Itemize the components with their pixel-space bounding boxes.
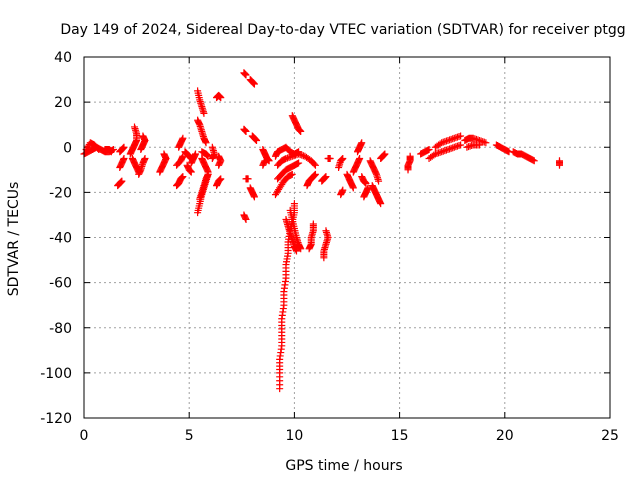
data-point xyxy=(179,173,187,181)
data-point xyxy=(253,136,261,144)
data-point xyxy=(208,143,216,151)
data-point xyxy=(311,161,319,169)
data-point xyxy=(118,177,126,185)
data-point xyxy=(244,175,252,183)
data-point xyxy=(179,134,187,142)
data-point xyxy=(94,144,102,152)
data-point xyxy=(356,155,364,163)
chart-title: Day 149 of 2024, Sidereal Day-to-day VTE… xyxy=(60,22,625,38)
x-tick-label: 20 xyxy=(496,428,514,444)
data-point xyxy=(349,184,357,192)
data-point xyxy=(240,211,248,219)
y-tick-label: 20 xyxy=(54,95,72,111)
data-point xyxy=(215,152,223,160)
x-tick-label: 15 xyxy=(391,428,409,444)
data-point xyxy=(242,71,250,79)
data-point xyxy=(107,148,115,156)
y-tick-label: -100 xyxy=(40,366,72,382)
data-point xyxy=(250,80,258,88)
x-tick-label: 5 xyxy=(185,428,194,444)
data-point xyxy=(482,139,490,147)
data-point xyxy=(187,168,195,176)
y-tick-label: 0 xyxy=(63,140,72,156)
y-tick-label: -80 xyxy=(49,321,72,337)
data-point xyxy=(120,155,128,163)
data-point xyxy=(339,186,347,194)
y-tick-label: -60 xyxy=(49,276,72,292)
x-tick-label: 10 xyxy=(285,428,303,444)
data-point xyxy=(362,179,370,187)
plot-frame xyxy=(83,56,611,419)
y-tick-label: -20 xyxy=(49,185,72,201)
data-point xyxy=(288,170,296,178)
data-point xyxy=(297,245,305,253)
data-point xyxy=(290,200,298,208)
data-point xyxy=(139,132,147,140)
data-point xyxy=(204,168,212,176)
data-point xyxy=(457,132,465,140)
data-point xyxy=(530,157,538,165)
axis-ticks: 0 5 10 15 20 25 -120 -100 -80 -60 -40 -20 0 20 40 xyxy=(40,50,619,444)
data-point xyxy=(261,157,269,165)
data-point xyxy=(320,254,328,262)
data-point xyxy=(297,127,305,135)
data-point xyxy=(358,139,366,147)
x-tick-label: 0 xyxy=(80,428,89,444)
data-point xyxy=(425,146,433,154)
data-point xyxy=(375,177,383,185)
grid-lines xyxy=(84,57,610,418)
data-point xyxy=(242,127,250,135)
data-point xyxy=(339,155,347,163)
data-point xyxy=(377,200,385,208)
data-point xyxy=(406,152,414,160)
y-tick-label: 40 xyxy=(54,50,72,66)
data-point xyxy=(141,155,149,163)
data-point xyxy=(436,140,444,148)
data-point xyxy=(95,146,103,154)
x-tick-label: 25 xyxy=(601,428,619,444)
data-point xyxy=(250,193,258,201)
data-point xyxy=(326,155,334,163)
data-point xyxy=(217,94,225,102)
data-point xyxy=(120,143,128,151)
y-tick-label: -120 xyxy=(40,411,72,427)
data-point xyxy=(322,173,330,181)
data-point xyxy=(556,161,564,169)
data-point xyxy=(217,175,225,183)
data-point xyxy=(295,159,303,167)
data-point xyxy=(311,170,319,178)
data-point xyxy=(202,139,210,147)
data-points xyxy=(80,69,564,393)
data-point xyxy=(476,141,484,149)
data-point xyxy=(381,150,389,158)
x-axis-label: GPS time / hours xyxy=(285,458,402,474)
data-point xyxy=(457,141,465,149)
data-point xyxy=(130,123,138,131)
data-point xyxy=(200,109,208,117)
y-tick-label: -40 xyxy=(49,231,72,247)
data-point xyxy=(293,247,301,255)
data-point xyxy=(430,151,438,159)
data-point xyxy=(305,245,313,253)
y-axis-label: SDTVAR / TECUs xyxy=(6,182,22,297)
data-point xyxy=(192,150,200,158)
data-point xyxy=(160,150,168,158)
data-point xyxy=(310,160,318,168)
